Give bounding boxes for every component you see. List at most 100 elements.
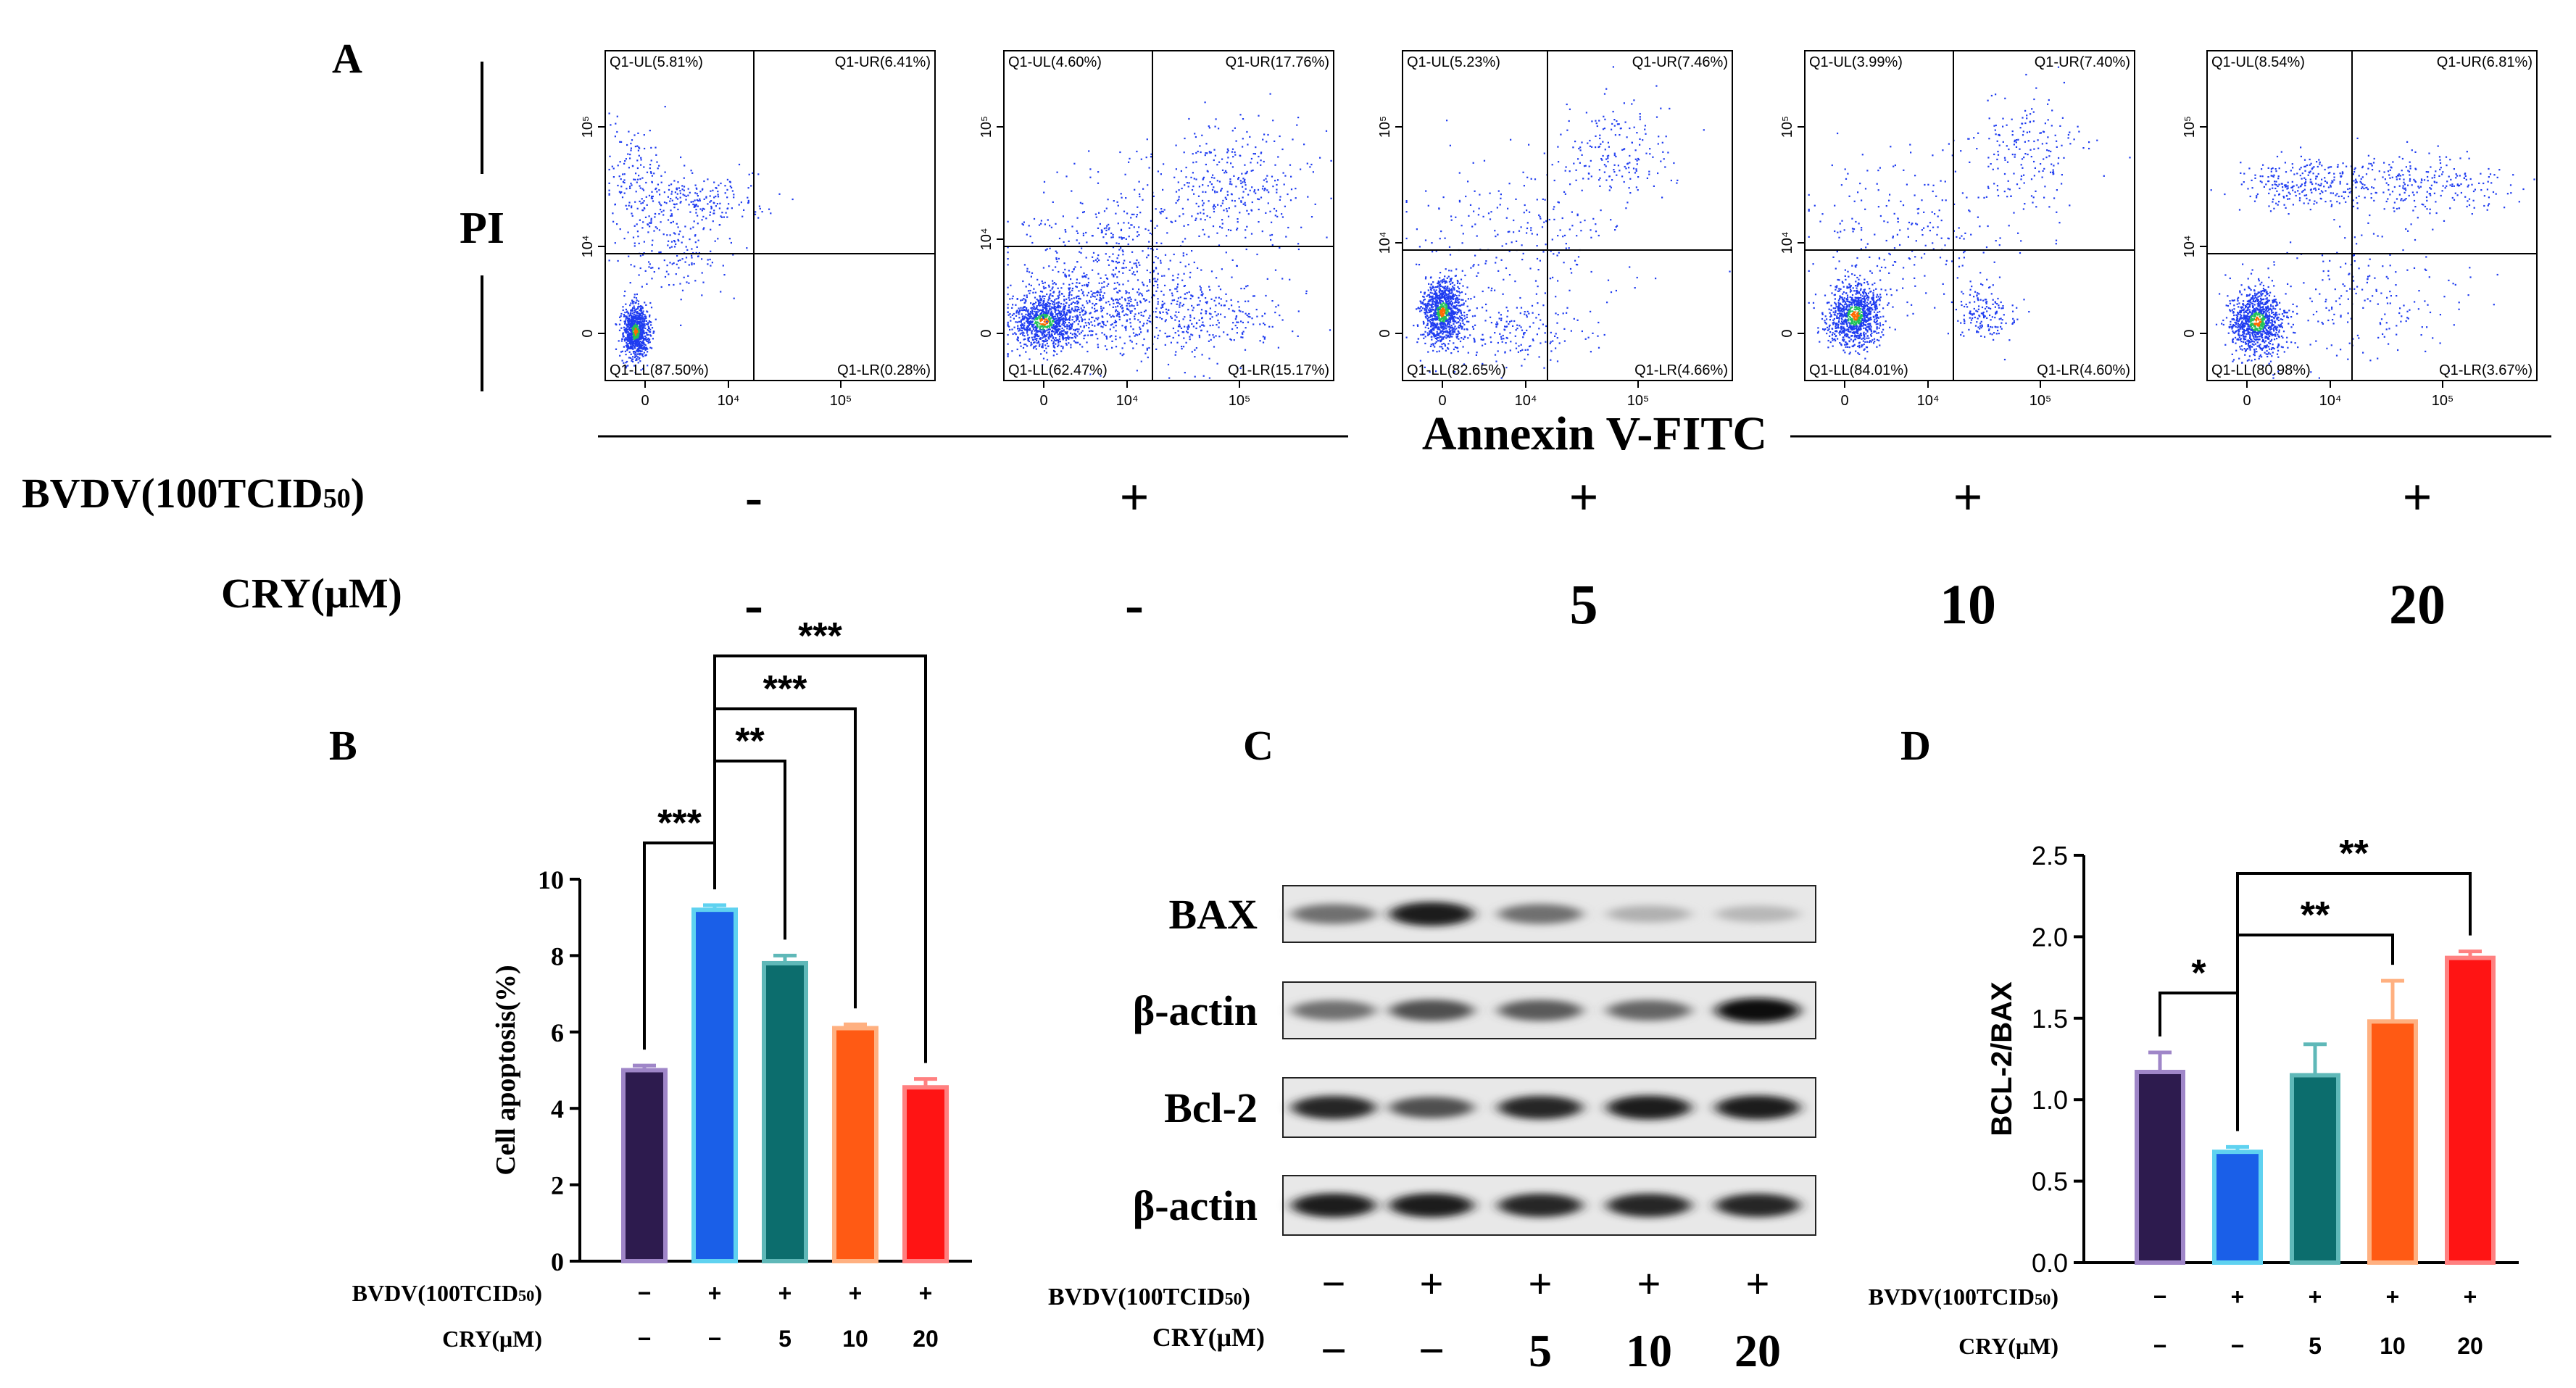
x-tick-label: 10⁴: [718, 393, 740, 409]
flow-plot-events: [1808, 66, 2131, 361]
bar-group-3: [2290, 1073, 2340, 1265]
x-tick-label: 10⁴: [2319, 393, 2342, 409]
y-tick-label: 6: [551, 1018, 564, 1047]
quadrant-ul-label: Q1-UL(5.81%): [610, 54, 703, 70]
panel-letter-a: A: [332, 35, 362, 82]
quadrant-ll-label: Q1-LL(82.65%): [1407, 362, 1506, 378]
blot-bvdv-value: −: [1322, 1260, 1346, 1306]
x-tick-label: 10⁵: [2029, 393, 2052, 409]
western-blot: BAX β-actin Bcl-2 β-actin BVDV(100TCID50) CRY…: [1048, 885, 1816, 1376]
cry-row-value: −: [2231, 1333, 2245, 1359]
blot-cry-value: 20: [1734, 1325, 1781, 1376]
y-axis-label: BCL-2/BAX: [1986, 981, 2018, 1136]
y-tick-label: 10⁵: [580, 116, 596, 138]
bvdv-row-label: BVDV(100TCID50): [352, 1280, 542, 1306]
significance-bracket: [713, 654, 927, 1063]
y-axis-label: Cell apoptosis(%): [491, 965, 521, 1175]
x-tick-label: 0: [641, 393, 649, 409]
y-tick-label: 0: [979, 329, 994, 337]
blot-band: [1716, 998, 1800, 1023]
quadrant-lr-label: Q1-LR(15.17%): [1228, 362, 1329, 378]
x-tick-label: 0: [1438, 393, 1446, 409]
blot-bvdv-value: +: [1746, 1260, 1770, 1306]
quadrant-ur-label: Q1-UR(6.81%): [2437, 54, 2533, 70]
quadrant-ur-label: Q1-UR(6.41%): [835, 54, 931, 70]
flow-bvdv-label: BVDV(100TCID50): [22, 470, 365, 517]
significance-label: **: [2301, 894, 2330, 936]
y-tick-label: 10⁵: [979, 116, 994, 138]
flow-plot-frame: [604, 50, 936, 381]
bvdv-row-value: +: [2231, 1284, 2245, 1310]
flow-bvdv-value: +: [2402, 468, 2432, 526]
flow-plot-1: Q1-UL(5.81%) Q1-UR(6.41%) Q1-LL(87.50%) Q1-…: [580, 50, 936, 409]
quadrant-ll-label: Q1-LL(80.98%): [2211, 362, 2311, 378]
pi-axis-label: PI: [460, 204, 504, 253]
blot-bvdv-value: +: [1529, 1260, 1553, 1306]
bvdv-row-value: −: [2153, 1284, 2167, 1310]
bvdv-row-value: +: [2464, 1284, 2477, 1310]
x-tick-label: 10⁵: [830, 393, 852, 409]
bvdv-row-value: +: [2386, 1284, 2400, 1310]
quadrant-ur-label: Q1-UR(17.76%): [1226, 54, 1329, 70]
blot-band: [1716, 1193, 1800, 1218]
blot-bvdv-label: BVDV(100TCID50): [1048, 1284, 1250, 1310]
blot-band: [1607, 1000, 1691, 1021]
flow-plot-3: Q1-UL(5.23%) Q1-UR(7.46%) Q1-LL(82.65%) Q1-…: [1377, 50, 1733, 409]
y-tick-label: 1.0: [2032, 1085, 2068, 1115]
bvdv-row-value: +: [849, 1280, 863, 1306]
cry-row-value: −: [708, 1326, 722, 1352]
blot-bvdv-value: +: [1420, 1260, 1444, 1306]
flow-cytometry-plots: Q1-UL(5.81%) Q1-UR(6.41%) Q1-LL(87.50%) Q1-…: [580, 50, 2538, 409]
flow-cry-value: 20: [2389, 573, 2446, 636]
y-tick-label: 10⁵: [2182, 116, 2198, 138]
bvdv-row-value: +: [2309, 1284, 2322, 1310]
y-tick-label: 8: [551, 942, 564, 971]
y-tick-label: 0.5: [2032, 1167, 2068, 1197]
panel-letter-b: B: [329, 722, 357, 769]
quadrant-ll-label: Q1-LL(62.47%): [1008, 362, 1108, 378]
blot-band: [1716, 905, 1800, 923]
y-tick-label: 10: [538, 865, 564, 894]
blot-cry-value: 5: [1529, 1325, 1552, 1376]
blot-band: [1607, 1193, 1691, 1218]
cry-row-value: 10: [2380, 1333, 2406, 1359]
blot-band-label: Bcl-2: [1164, 1084, 1258, 1131]
flow-bvdv-value: +: [1119, 468, 1149, 526]
blot-row-1: BAX: [1169, 885, 1816, 943]
y-tick-label: 4: [551, 1094, 564, 1123]
blot-row-4: β-actin: [1133, 1175, 1816, 1236]
x-tick-label: 10⁴: [1917, 393, 1940, 409]
significance-label: *: [2191, 952, 2206, 994]
bar-group-1: [2135, 1069, 2185, 1265]
blot-band: [1716, 1095, 1800, 1120]
bvdv-row-label: BVDV(100TCID50): [1869, 1284, 2058, 1310]
blot-band: [1389, 902, 1474, 926]
flow-plot-events: [608, 106, 794, 374]
y-tick-label: 10⁵: [1779, 116, 1795, 138]
quadrant-ur-label: Q1-UR(7.46%): [1632, 54, 1728, 70]
y-tick-label: 0: [551, 1247, 564, 1276]
cry-row-value: 5: [2309, 1333, 2322, 1359]
blot-bvdv-value: +: [1637, 1260, 1661, 1306]
x-tick-label: 0: [1039, 393, 1047, 409]
x-tick-label: 10⁴: [1515, 393, 1537, 409]
flow-plot-events: [2210, 137, 2535, 379]
y-tick-label: 10⁴: [580, 236, 596, 258]
blot-band: [1498, 1095, 1582, 1120]
flow-cry-label: CRY(μM): [221, 570, 402, 617]
y-tick-label: 10⁴: [979, 228, 994, 251]
y-tick-label: 0: [1377, 329, 1393, 337]
quadrant-ul-label: Q1-UL(3.99%): [1809, 54, 1903, 70]
bar-group-2: [2212, 1150, 2263, 1265]
cry-row-value: 20: [2457, 1333, 2483, 1359]
y-tick-label: 1.5: [2032, 1004, 2068, 1034]
y-tick-label: 0: [580, 329, 596, 337]
bvdv-row-value: +: [778, 1280, 792, 1306]
x-tick-label: 0: [2243, 393, 2251, 409]
x-tick-label: 10⁵: [1229, 393, 1251, 409]
quadrant-ul-label: Q1-UL(8.54%): [2211, 54, 2305, 70]
flow-plot-frame: [1804, 50, 2135, 381]
quadrant-ll-label: Q1-LL(84.01%): [1809, 362, 1908, 378]
significance-bracket: [2236, 872, 2472, 1131]
quadrant-lr-label: Q1-LR(4.60%): [2037, 362, 2130, 378]
